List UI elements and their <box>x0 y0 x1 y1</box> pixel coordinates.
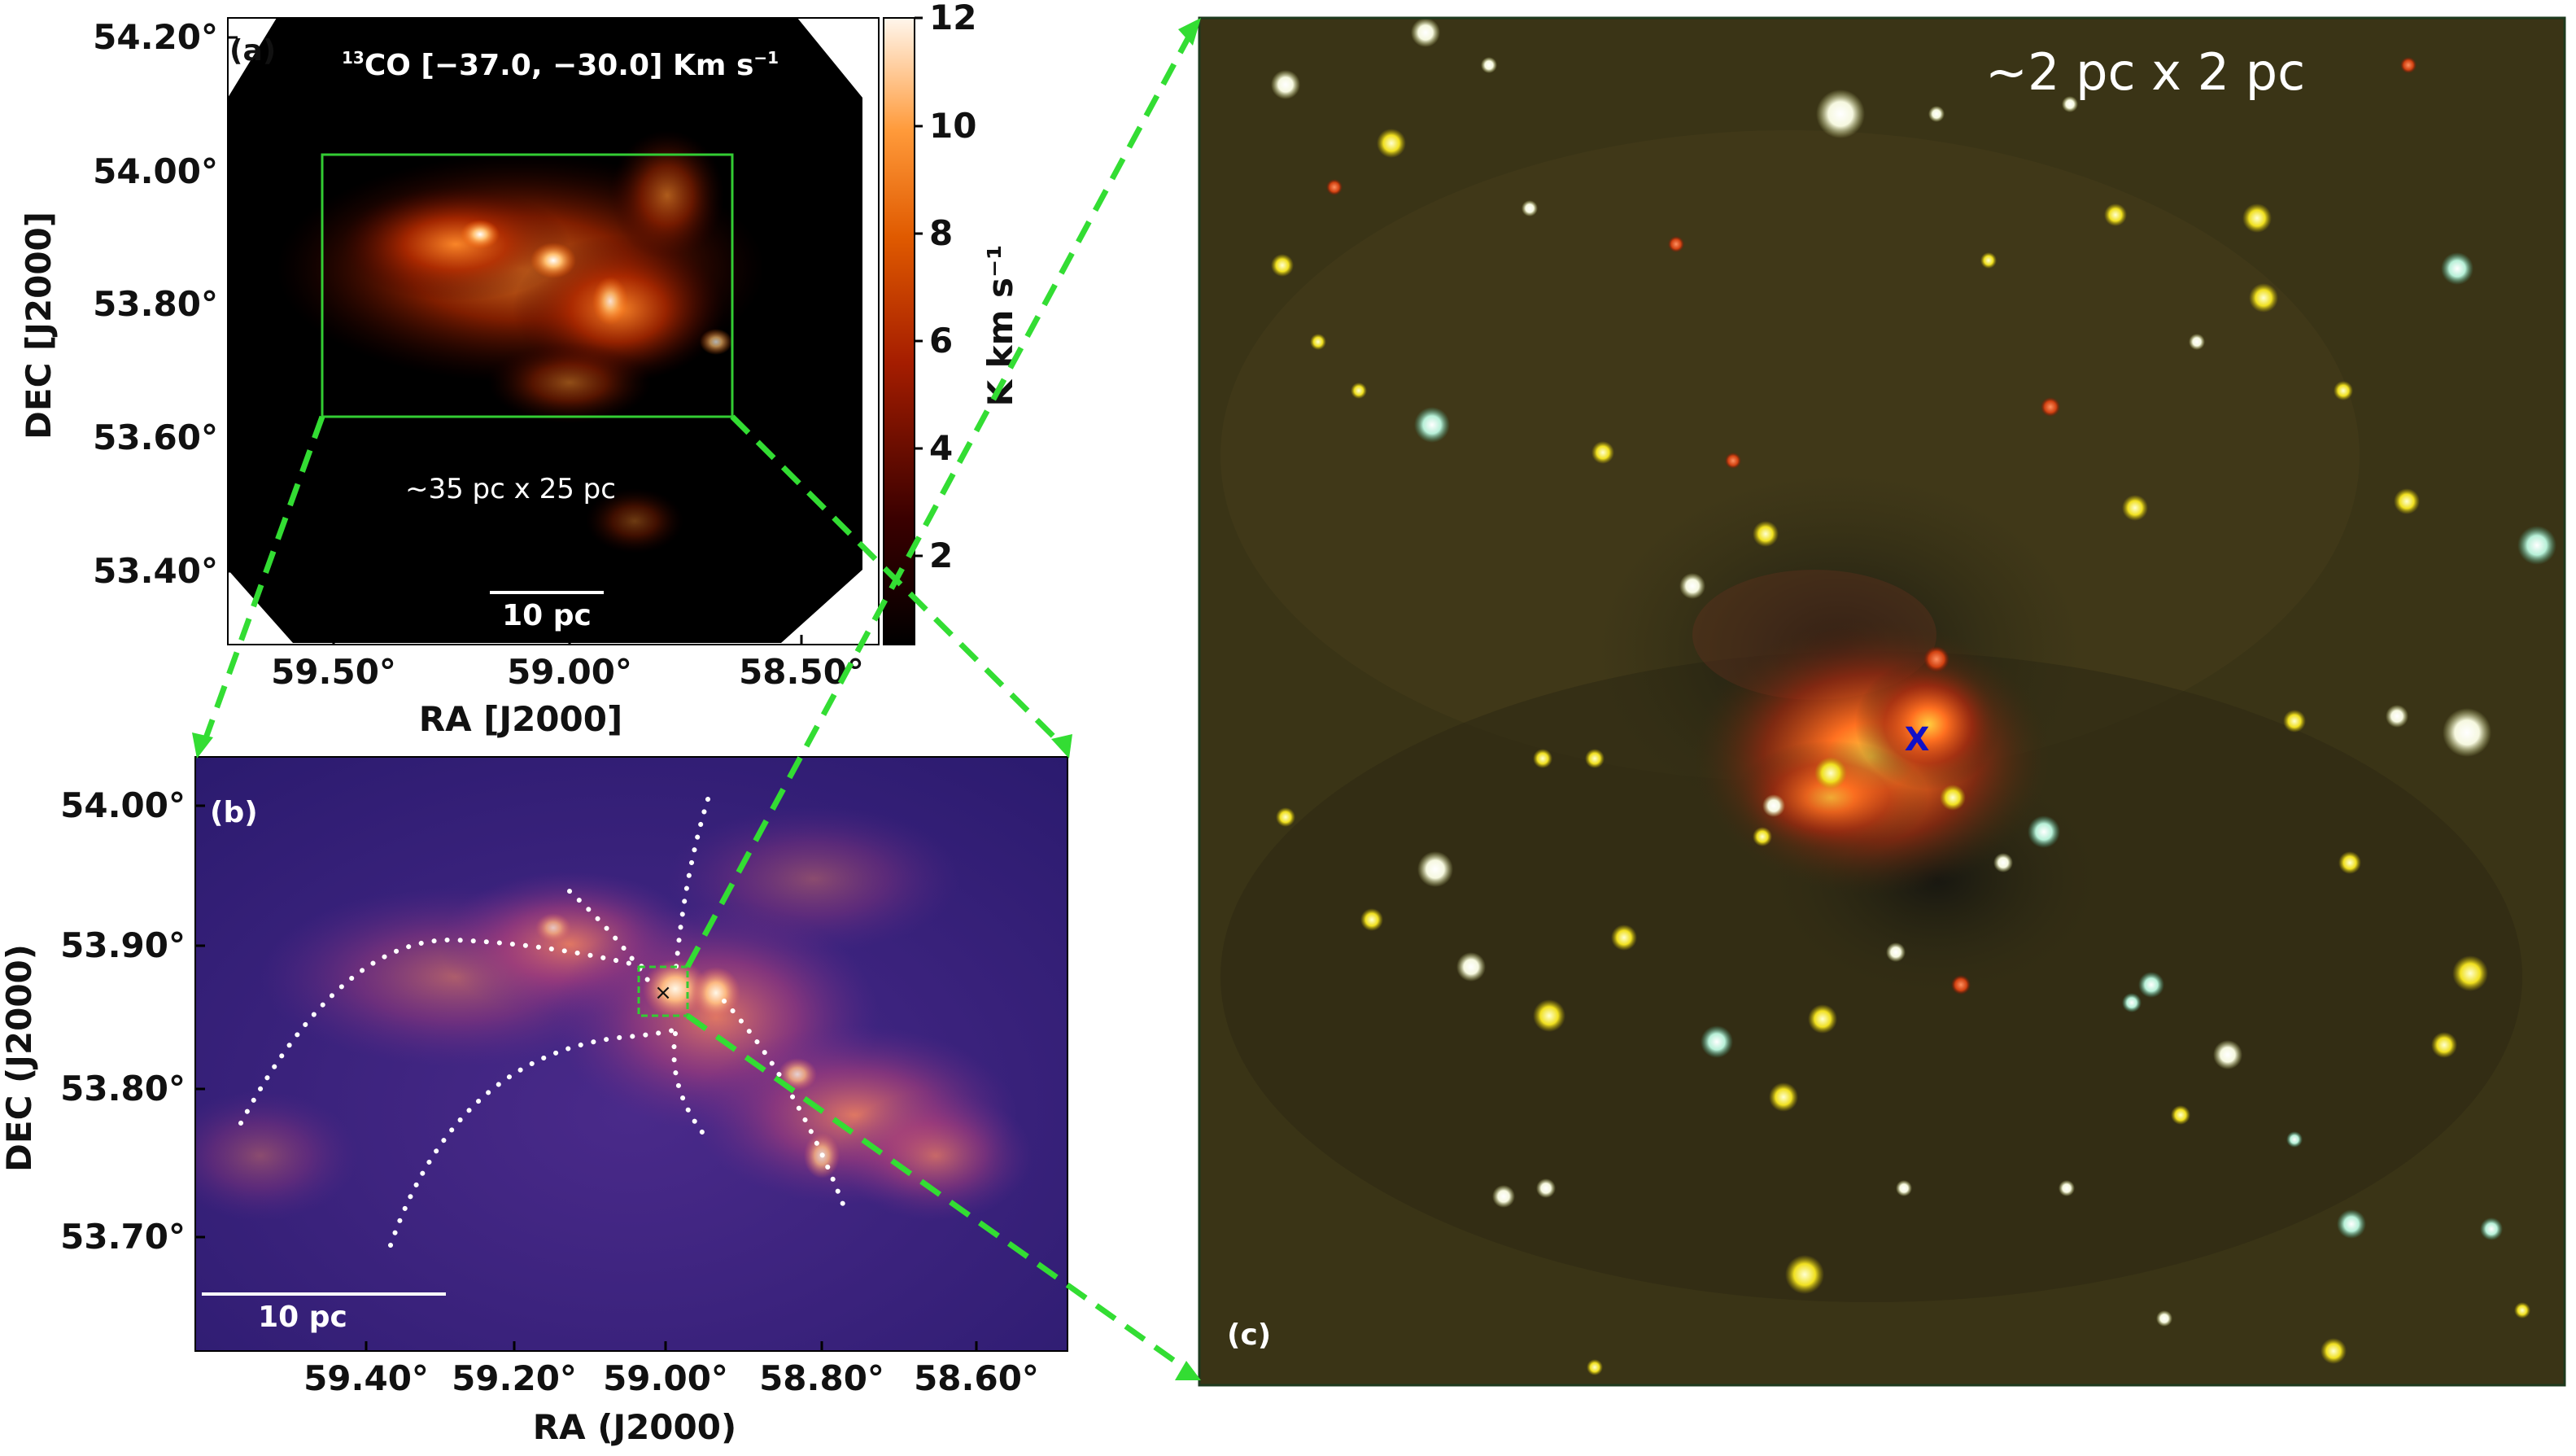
panel-c-label: (c) <box>1227 1318 1271 1352</box>
colorbar-tick: 8 <box>929 213 953 253</box>
panel-a-xtick: 59.50° <box>271 652 396 692</box>
colorbar-tick: 10 <box>929 106 976 146</box>
colorbar-tick: 4 <box>929 428 953 468</box>
colorbar-tick: 6 <box>929 321 953 361</box>
connector-b-to-c-bottom <box>685 1013 1195 1376</box>
panel-b-xlabel: RA (J2000) <box>533 1407 736 1447</box>
panel-c-size-annotation: ~2 pc x 2 pc <box>1985 42 2305 102</box>
panel-a-ytick: 54.20° <box>93 17 218 57</box>
panel-a-colorbar: 12 10 8 6 4 2 K km s⁻¹ <box>883 0 1020 645</box>
panel-a-ytick: 53.60° <box>93 418 218 457</box>
panel-b-ylabel: DEC (J2000) <box>0 944 39 1172</box>
panel-b-xtick: 59.00° <box>603 1358 728 1398</box>
panel-c-stars <box>1271 18 2556 1375</box>
panel-b-marker: × <box>654 981 672 1005</box>
panel-b-xtick: 59.20° <box>452 1358 577 1398</box>
panel-b-xtick: 58.80° <box>759 1358 884 1398</box>
panel-b-label: (b) <box>210 796 258 829</box>
panel-a: (a) 13CO [−37.0, −30.0] Km s−1 ~35 pc x … <box>19 0 1020 739</box>
panel-a-size-annotation: ~35 pc x 25 pc <box>405 473 616 505</box>
panel-b-xtick: 59.40° <box>303 1358 429 1398</box>
panel-a-title: 13CO [−37.0, −30.0] Km s−1 <box>342 48 779 82</box>
panel-b-yaxis: 54.00° 53.90° 53.80° 53.70° DEC (J2000) <box>0 785 205 1257</box>
panel-a-xaxis: 59.50° 59.00° 58.50° RA [J2000] <box>271 635 864 739</box>
panel-a-scalebar-label: 10 pc <box>502 599 592 632</box>
panel-a-image <box>228 18 862 643</box>
panel-b-ytick: 53.90° <box>60 925 186 965</box>
panel-a-xtick: 58.50° <box>739 652 864 692</box>
panel-c-image: X ~2 pc x 2 pc (c) <box>1199 18 2565 1385</box>
panel-a-label: (a) <box>229 34 276 68</box>
panel-a-yaxis: 54.20° 54.00° 53.80° 53.60° 53.40° DEC [… <box>19 17 238 591</box>
panel-b-ytick: 54.00° <box>60 785 186 825</box>
panel-c: X ~2 pc x 2 pc (c) <box>1198 16 2566 1387</box>
panel-b-scalebar-label: 10 pc <box>258 1301 347 1334</box>
panel-a-xtick: 59.00° <box>507 652 632 692</box>
panel-b-ytick: 53.70° <box>60 1217 186 1257</box>
panel-a-ytick: 53.40° <box>93 551 218 591</box>
panel-b-xaxis: 59.40° 59.20° 59.00° 58.80° 58.60° RA (J… <box>303 1341 1039 1447</box>
panel-b-ytick: 53.80° <box>60 1069 186 1108</box>
panel-b-filament-markers <box>238 797 849 1248</box>
panel-b-image <box>195 757 1068 1351</box>
zoom-connectors <box>200 28 1196 1376</box>
panel-a-xlabel: RA [J2000] <box>419 699 622 739</box>
panel-b-zoom-box <box>637 965 689 1017</box>
panel-a-ytick: 54.00° <box>93 151 218 191</box>
zoom-arrowheads <box>192 18 1201 1380</box>
colorbar-label: K km s⁻¹ <box>980 244 1020 406</box>
colorbar-tick: 2 <box>929 536 953 575</box>
colorbar-tick: 12 <box>929 0 976 37</box>
connector-a-to-b-left <box>200 415 325 746</box>
panel-a-region-box <box>321 153 734 418</box>
panel-a-ylabel: DEC [J2000] <box>19 212 59 439</box>
panel-a-ytick: 53.80° <box>93 284 218 324</box>
panel-b: × (b) 10 pc 54.00° 53.90° 53.80° 53.70° … <box>0 756 1068 1447</box>
panel-b-xtick: 58.60° <box>914 1358 1039 1398</box>
panel-c-marker: X <box>1905 721 1930 759</box>
